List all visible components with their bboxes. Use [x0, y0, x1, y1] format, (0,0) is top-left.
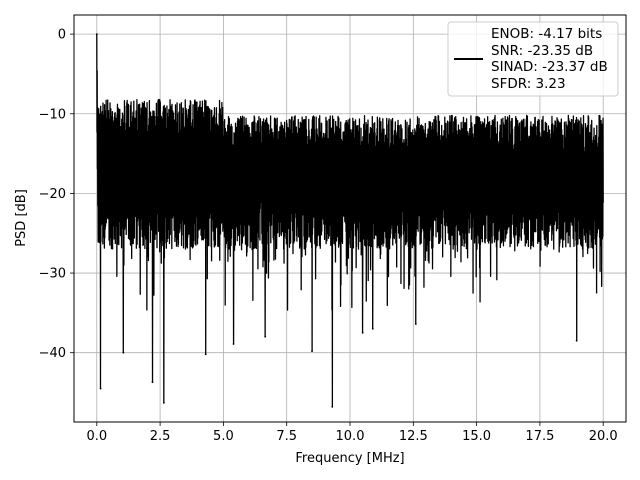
dip-point	[232, 343, 235, 345]
legend-entry-snr: SNR: -23.35 dB	[491, 43, 593, 59]
x-tick-label: 17.5	[525, 429, 554, 444]
x-tick-label: 12.5	[399, 429, 428, 444]
dip-point	[264, 335, 267, 338]
dip-point	[414, 323, 417, 325]
x-tick-label: 0.0	[86, 429, 107, 444]
dip-point	[311, 350, 313, 353]
plot-area	[95, 33, 604, 408]
legend-entry-enob: ENOB: -4.17 bits	[491, 26, 602, 42]
y-tick-label: 0	[58, 28, 66, 43]
x-tick-label: 10.0	[336, 429, 365, 444]
x-axis-label: Frequency [MHz]	[295, 451, 404, 466]
dip-point	[575, 339, 578, 342]
x-ticks: 0.0 2.5 5.0 7.5 10.0 12.5 15.0 17.5 20.0	[86, 422, 618, 444]
dip-point	[331, 405, 334, 408]
legend-entry-sinad: SINAD: -23.37 dB	[491, 59, 608, 75]
y-tick-label: −20	[39, 187, 66, 202]
dip-point	[371, 327, 374, 330]
dip-point	[122, 351, 125, 354]
y-axis-label: PSD [dB]	[14, 189, 29, 247]
dip-point	[99, 387, 102, 390]
x-tick-label: 15.0	[462, 429, 491, 444]
dip-point	[162, 401, 165, 404]
psd-series-line	[96, 34, 604, 408]
legend-entry-sfdr: SFDR: 3.23	[491, 76, 566, 92]
dip-point	[361, 331, 364, 334]
y-tick-label: −10	[39, 107, 66, 122]
legend: ENOB: -4.17 bits SNR: -23.35 dB SINAD: -…	[447, 21, 619, 97]
y-tick-label: −40	[39, 346, 66, 361]
y-ticks: 0 −10 −20 −30 −40	[39, 28, 74, 361]
dc-peak-point	[95, 33, 98, 36]
x-tick-label: 7.5	[276, 429, 297, 444]
x-tick-label: 5.0	[213, 429, 234, 444]
dip-point	[204, 353, 207, 356]
legend-box	[447, 21, 619, 97]
y-tick-label: −30	[39, 267, 66, 282]
x-tick-label: 20.0	[589, 429, 618, 444]
dip-point	[151, 381, 154, 384]
x-tick-label: 2.5	[150, 429, 171, 444]
